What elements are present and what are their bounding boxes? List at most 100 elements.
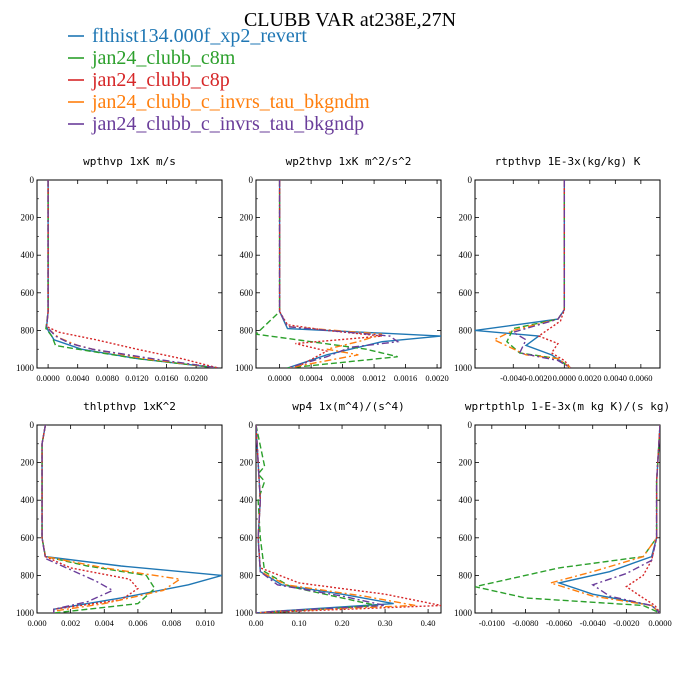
series-line [591,425,660,613]
y-tick-label: 200 [21,458,35,468]
series-line [537,180,572,368]
y-tick-label: 400 [459,495,473,505]
y-tick-label: 1000 [16,608,35,618]
series-line [256,425,386,613]
x-tick-label: 0.0016 [394,373,417,383]
y-tick-label: 1000 [16,363,35,373]
x-tick-label: 0.010 [196,618,215,628]
subplot-title: wprtpthlp 1-E-3x(m kg K)/(s kg) [465,400,670,413]
legend-entry: jan24_clubb_c8p [68,69,230,91]
legend-label: jan24_clubb_c8m [91,47,236,69]
subplot: wprtpthlp 1-E-3x(m kg K)/(s kg) 0 200 400 60… [454,400,672,628]
legend: flthist134.000f_xp2_revertjan24_clubb_c8… [68,25,370,135]
x-tick-label: -0.0020 [526,373,552,383]
series-line [278,180,383,368]
series-line [45,180,219,368]
y-tick-label: 400 [240,495,254,505]
x-tick-label: -0.0060 [546,618,572,628]
x-tick-label: 0.0200 [184,373,207,383]
x-tick-label: 0.20 [335,618,350,628]
series-line [475,425,660,613]
series-line [256,425,377,613]
x-tick-label: 0.10 [292,618,307,628]
legend-label: flthist134.000f_xp2_revert [92,25,307,47]
x-tick-label: 0.0120 [125,373,148,383]
x-tick-label: 0.002 [61,618,80,628]
series-line [41,425,115,613]
subplot-title: wp4 1x(m^4)/(s^4) [292,400,405,413]
series-line [625,425,660,613]
y-tick-label: 200 [240,458,254,468]
subplot: rtpthvp 1E-3x(kg/kg) K 0 200 400 600 800 1000 -… [454,155,661,383]
x-tick-label: 0.0060 [629,373,652,383]
series-line [45,180,219,368]
series-group [45,180,219,368]
x-tick-label: 0.0020 [578,373,601,383]
series-group [256,425,441,613]
x-tick-label: -0.0040 [500,373,526,383]
y-tick-label: 1000 [235,608,254,618]
y-tick-label: 400 [21,495,35,505]
y-tick-label: 800 [459,570,473,580]
legend-entry: flthist134.000f_xp2_revert [68,25,307,47]
y-tick-label: 200 [459,458,473,468]
y-tick-label: 600 [459,288,473,298]
x-tick-label: 0.00 [249,618,264,628]
y-tick-label: 600 [459,533,473,543]
plot-frame [255,179,442,369]
series-line [506,180,572,368]
x-tick-label: 0.0020 [425,373,448,383]
x-tick-label: 0.008 [162,618,181,628]
x-tick-label: 0.30 [378,618,393,628]
y-tick-label: 800 [240,325,254,335]
legend-entry: jan24_clubb_c8m [68,47,236,69]
y-tick-label: 200 [21,213,35,223]
series-line [41,425,222,613]
y-tick-label: 1000 [454,363,473,373]
y-tick-label: 800 [21,325,35,335]
x-tick-label: 0.0000 [36,373,59,383]
y-tick-label: 800 [459,325,473,335]
y-tick-label: 400 [459,250,473,260]
legend-label: jan24_clubb_c8p [91,69,230,91]
plot-frame [36,424,223,614]
series-line [41,425,139,613]
series-group [41,425,222,613]
y-tick-label: 0 [249,420,254,430]
y-tick-label: 800 [21,570,35,580]
series-group [256,180,441,368]
subplot-title: wpthvp 1xK m/s [83,155,176,168]
y-tick-label: 600 [240,533,254,543]
x-tick-label: 0.0040 [604,373,627,383]
y-tick-label: 0 [30,175,35,185]
x-tick-label: 0.0160 [155,373,178,383]
legend-entry: jan24_clubb_c_invrs_tau_bkgndp [68,113,364,135]
y-tick-label: 800 [240,570,254,580]
x-tick-label: 0.0000 [553,373,576,383]
series-line [41,425,156,613]
series-group [475,180,572,368]
x-tick-label: 0.004 [95,618,115,628]
series-group [475,425,660,613]
subplot-title: thlpthvp 1xK^2 [83,400,176,413]
x-tick-label: 0.0008 [331,373,354,383]
series-line [41,425,182,613]
y-tick-label: 400 [21,250,35,260]
series-line [556,425,660,613]
y-tick-label: 600 [21,288,35,298]
subplot: wp2thvp 1xK m^2/s^2 0 200 400 600 800 1000 0.00… [235,155,449,383]
series-line [45,180,219,368]
plot-frame [474,424,661,614]
plot-frame [474,179,661,369]
x-tick-label: 0.0000 [268,373,291,383]
y-tick-label: 0 [468,175,473,185]
y-tick-label: 400 [240,250,254,260]
y-tick-label: 0 [468,420,473,430]
x-tick-label: 0.0000 [648,618,671,628]
series-line [256,180,398,368]
series-line [475,180,572,368]
x-tick-label: -0.0080 [512,618,538,628]
series-line [278,180,441,368]
